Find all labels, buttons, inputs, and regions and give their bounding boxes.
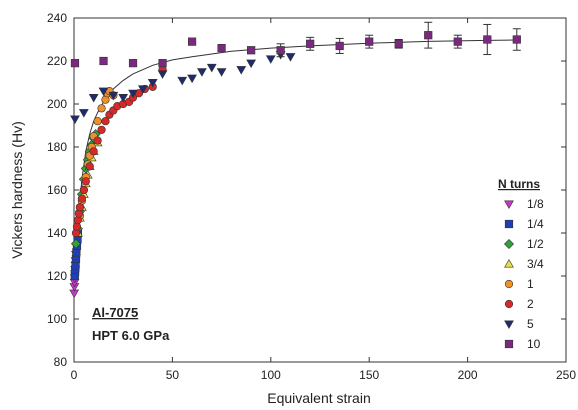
alloy-annotation: Al-7075 <box>92 305 138 320</box>
data-point <box>206 63 217 73</box>
process-annotation: HPT 6.0 GPa <box>92 328 170 343</box>
x-tick-label: 250 <box>556 368 576 382</box>
data-point <box>79 185 88 195</box>
data-point <box>236 66 247 75</box>
axes-group: 0 50 100 150 200 250 80 100 120 140 160 180 200 220 24… <box>47 11 576 382</box>
data-point <box>93 117 102 126</box>
legend-marker <box>504 259 514 268</box>
data-point <box>137 85 148 94</box>
data-point <box>216 68 227 77</box>
x-tick-label: 150 <box>359 368 379 382</box>
data-point <box>247 46 256 55</box>
fit-curve-group <box>73 39 521 292</box>
data-point <box>108 91 119 101</box>
data-point <box>265 55 276 64</box>
legend-label: 1/8 <box>527 197 544 211</box>
legend-marker <box>504 320 514 329</box>
data-point <box>276 46 285 55</box>
data-point <box>118 94 129 103</box>
y-tick-label: 80 <box>54 355 68 369</box>
data-point <box>78 109 89 118</box>
data-point <box>75 203 85 212</box>
data-point <box>177 76 188 86</box>
data-point <box>77 194 86 203</box>
data-point <box>98 87 109 97</box>
legend-label: 1/4 <box>527 217 544 231</box>
legend-marker <box>504 200 514 209</box>
data-points-group <box>69 21 521 299</box>
legend: N turns 1/8 1/4 1/2 3/4 1 2 5 10 <box>498 177 544 351</box>
legend-title: N turns <box>498 177 540 191</box>
data-point <box>246 59 257 69</box>
data-point <box>187 74 197 84</box>
legend-marker <box>504 339 514 349</box>
fit-curve <box>73 39 521 292</box>
plot-frame <box>73 17 567 363</box>
legend-label: 10 <box>527 337 541 351</box>
data-point <box>128 89 138 99</box>
data-point <box>157 70 168 79</box>
data-point <box>89 147 98 156</box>
y-tick-label: 140 <box>47 226 67 240</box>
x-tick-label: 50 <box>166 368 180 382</box>
x-tick-label: 200 <box>458 368 478 382</box>
data-point <box>483 35 492 44</box>
data-point <box>128 59 138 68</box>
data-point <box>217 43 226 53</box>
y-tick-label: 100 <box>47 312 67 326</box>
legend-label: 2 <box>527 297 534 311</box>
legend-marker <box>504 219 514 229</box>
data-point <box>70 115 80 125</box>
data-point <box>99 56 108 66</box>
data-point <box>97 125 106 134</box>
data-point <box>81 177 90 186</box>
y-tick-label: 160 <box>47 183 67 197</box>
data-point <box>424 31 433 40</box>
y-tick-label: 220 <box>47 54 67 68</box>
y-tick-label: 120 <box>47 269 67 283</box>
data-point <box>147 78 158 88</box>
x-tick-label: 0 <box>71 368 78 382</box>
y-tick-label: 240 <box>47 11 67 25</box>
series-10 <box>70 21 521 68</box>
legend-marker <box>504 239 514 249</box>
legend-label: 3/4 <box>527 257 544 271</box>
legend-label: 1/2 <box>527 237 544 251</box>
data-point <box>93 136 102 145</box>
data-point <box>365 37 374 46</box>
data-point <box>197 68 207 77</box>
legend-label: 5 <box>527 317 534 331</box>
data-point <box>70 238 81 249</box>
data-point <box>158 59 167 68</box>
data-point <box>88 94 99 103</box>
data-point <box>85 162 94 171</box>
y-axis-title: Vickers hardness (Hv) <box>9 121 25 258</box>
data-point <box>101 117 110 126</box>
legend-marker <box>504 279 514 289</box>
data-point <box>512 35 521 44</box>
data-point <box>70 59 80 68</box>
legend-label: 1 <box>527 277 534 291</box>
data-point <box>453 37 462 46</box>
y-tick-label: 200 <box>47 97 67 111</box>
data-point <box>394 39 403 48</box>
data-point <box>187 37 197 46</box>
data-point <box>285 53 296 62</box>
data-point <box>335 41 344 51</box>
y-tick-label: 180 <box>47 140 67 154</box>
x-tick-label: 100 <box>261 368 281 382</box>
legend-marker <box>504 299 514 309</box>
data-point <box>306 39 315 48</box>
x-axis-title: Equivalent strain <box>267 390 371 406</box>
data-point <box>97 104 106 113</box>
